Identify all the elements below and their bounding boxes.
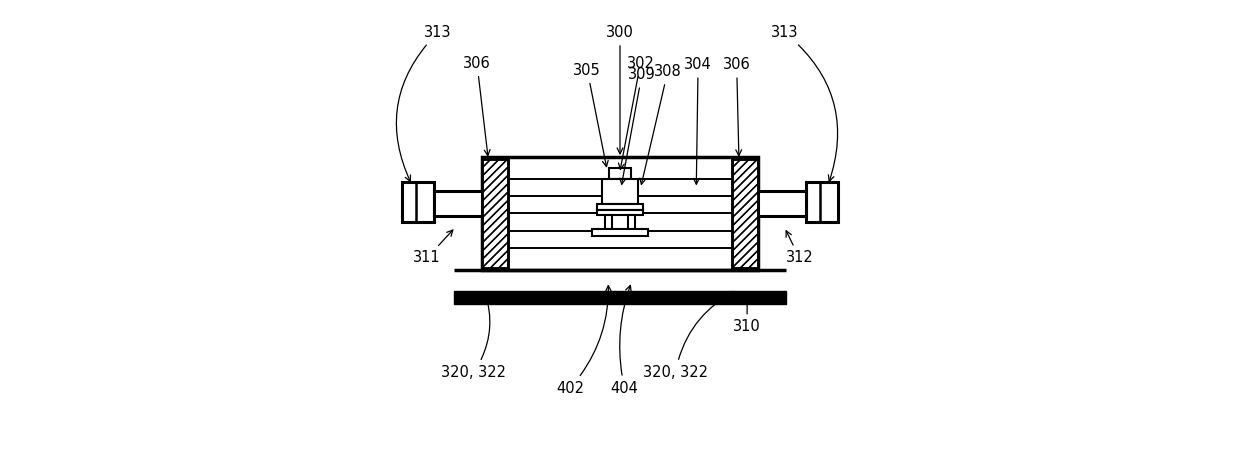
Text: 313: 313 xyxy=(397,25,451,182)
Text: 320, 322: 320, 322 xyxy=(642,291,735,380)
Text: 308: 308 xyxy=(640,64,682,184)
Bar xyxy=(598,204,642,210)
Bar xyxy=(806,182,838,222)
Bar xyxy=(733,160,758,267)
Bar xyxy=(598,210,642,215)
Text: 402: 402 xyxy=(556,286,611,396)
Text: 309: 309 xyxy=(620,67,656,184)
Bar xyxy=(601,179,639,204)
Text: 304: 304 xyxy=(684,57,712,184)
Bar xyxy=(591,229,649,236)
Bar xyxy=(629,215,635,229)
Bar xyxy=(482,160,507,267)
Text: 320, 322: 320, 322 xyxy=(441,294,506,380)
Text: 305: 305 xyxy=(573,63,608,167)
Bar xyxy=(481,159,508,268)
Bar xyxy=(759,191,806,216)
Bar xyxy=(609,168,631,179)
Text: 306: 306 xyxy=(723,57,750,156)
Bar xyxy=(434,191,481,216)
Text: 300: 300 xyxy=(606,25,634,154)
Bar xyxy=(605,215,611,229)
Bar xyxy=(481,159,508,268)
Bar xyxy=(481,157,759,270)
Text: 302: 302 xyxy=(619,56,655,169)
Text: 312: 312 xyxy=(785,231,813,266)
Text: 404: 404 xyxy=(610,286,639,396)
Text: 310: 310 xyxy=(733,297,761,335)
Text: 311: 311 xyxy=(413,230,453,266)
Bar xyxy=(454,291,786,304)
Bar xyxy=(402,182,434,222)
Text: 313: 313 xyxy=(771,25,838,181)
Bar xyxy=(732,159,759,268)
Bar xyxy=(732,159,759,268)
Text: 306: 306 xyxy=(463,56,491,156)
